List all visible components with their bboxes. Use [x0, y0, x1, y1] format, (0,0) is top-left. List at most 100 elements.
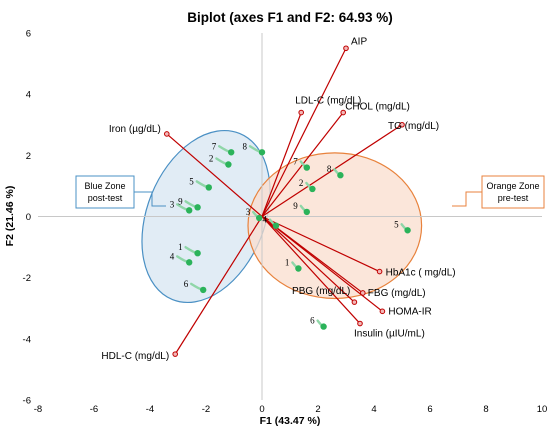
vector-line [261, 216, 355, 303]
observation-label: 4 [263, 215, 268, 225]
observation-label: 8 [327, 164, 332, 174]
blue-zone-label: post-test [88, 193, 123, 203]
vector-endpoint [340, 109, 347, 116]
observation-label: 2 [209, 154, 214, 164]
observation-point [205, 184, 212, 191]
y-tick-label: -2 [23, 273, 31, 284]
observation-label: 3 [246, 207, 251, 217]
zone-label-layer: Blue Zone post-test Orange Zone pre-test [75, 175, 545, 209]
y-tick-label: 4 [26, 90, 31, 101]
x-tick-label: -6 [90, 404, 98, 415]
observation-label: 5 [394, 219, 399, 229]
vector-layer: AIP LDL-C (mg/dL)CHOL (mg/dL) TG (mg/dL) Ir… [101, 36, 455, 362]
vector-line [166, 133, 263, 217]
vector-line [261, 216, 383, 312]
vector-label: HOMA-IR [388, 306, 431, 317]
vector-label: HDL-C (mg/dL) [101, 351, 169, 362]
chart-title: Biplot (axes F1 and F2: 64.93 %) [187, 10, 393, 25]
observation-point [309, 185, 316, 193]
vector-label: CHOL (mg/dL) [345, 102, 410, 113]
observation-label: 1 [178, 242, 183, 252]
observation-label: 6 [310, 316, 315, 326]
vector-endpoint [172, 351, 178, 357]
observation-label: 7 [293, 157, 298, 167]
vector-label: PBG (mg/dL) [292, 286, 350, 297]
blue-zone-box [75, 175, 135, 209]
observation-point [272, 222, 280, 229]
y-tick-label: 2 [26, 151, 31, 162]
vector-endpoint [376, 268, 383, 275]
observation-label: 9 [178, 196, 183, 206]
vector-line [261, 124, 403, 218]
observation-label: 4 [170, 251, 175, 261]
observation-point [303, 164, 310, 171]
observation-point [256, 214, 263, 222]
observation-point [194, 250, 201, 257]
vector-endpoint [351, 299, 358, 305]
observation-label: 8 [243, 141, 248, 151]
vector-endpoint [357, 320, 363, 327]
observation-point [303, 208, 310, 216]
vector-endpoint [399, 121, 405, 128]
observation-label: 1 [285, 257, 290, 267]
y-tick-label: 6 [26, 29, 31, 40]
x-tick-label: -2 [202, 404, 210, 415]
vector-line [261, 215, 380, 273]
x-tick-label: 6 [427, 404, 432, 415]
observation-point [200, 286, 207, 294]
vector-label: Insulin (µIU/mL) [354, 329, 425, 340]
x-axis-label: F1 (43.47 %) [260, 415, 321, 427]
observation-label: 7 [212, 141, 217, 151]
vector-endpoint [164, 131, 170, 137]
x-tick-label: 10 [537, 404, 548, 415]
observation-point [295, 265, 302, 272]
observation-label: 5 [189, 176, 194, 186]
orange-zone-label: Orange Zone [486, 181, 539, 191]
observation-point [228, 149, 235, 156]
observation-point [194, 204, 201, 211]
vector-label: LDL-C (mg/dL) [295, 96, 361, 107]
vector-line [261, 48, 347, 217]
vector-line [261, 112, 302, 217]
vector-endpoint [343, 45, 349, 52]
vector-label: AIP [351, 36, 367, 47]
vector-line [261, 216, 361, 324]
observation-point [225, 161, 232, 168]
y-tick-label: 0 [26, 212, 31, 223]
observation-point [320, 323, 327, 330]
x-tick-label: 2 [315, 404, 320, 415]
observation-label: 6 [184, 279, 189, 289]
observation-label: 2 [299, 178, 304, 188]
vector-label: HbA1c ( mg/dL) [386, 268, 456, 279]
y-tick-label: -4 [23, 334, 31, 345]
blue-zone-bracket [134, 191, 166, 207]
vector-endpoint [379, 308, 386, 315]
x-tick-label: -8 [34, 404, 42, 415]
axes-layer [38, 33, 542, 400]
orange-zone-box [481, 175, 545, 209]
vector-label: Iron (µg/dL) [109, 124, 161, 135]
vector-label: FBG (mg/dL) [368, 288, 426, 299]
observation-label: 3 [170, 199, 175, 209]
vector-endpoint [298, 109, 305, 116]
x-tick-label: -4 [146, 404, 154, 415]
observation-point [186, 207, 193, 214]
observation-point [186, 259, 193, 266]
observation-point [258, 149, 266, 156]
orange-zone-bracket [452, 191, 482, 207]
y-axis-label: F2 (21.46 %) [4, 186, 16, 247]
observation-point [404, 227, 411, 234]
x-tick-label: 8 [483, 404, 488, 415]
blue-zone-label: Blue Zone [84, 181, 125, 191]
observation-layer: 1 2 3 4 5 6 7 8 9 1 2 3 4 5 6 7 8 9 [170, 141, 411, 330]
observation-point [337, 172, 344, 179]
x-tick-label: 0 [259, 404, 264, 415]
x-tick-label: 4 [371, 404, 376, 415]
observation-label: 9 [293, 201, 298, 211]
vector-line [174, 216, 263, 355]
orange-zone-label: pre-test [498, 193, 529, 203]
y-tick-label: -6 [23, 396, 31, 407]
vector-label: TG (mg/dL) [388, 121, 439, 132]
